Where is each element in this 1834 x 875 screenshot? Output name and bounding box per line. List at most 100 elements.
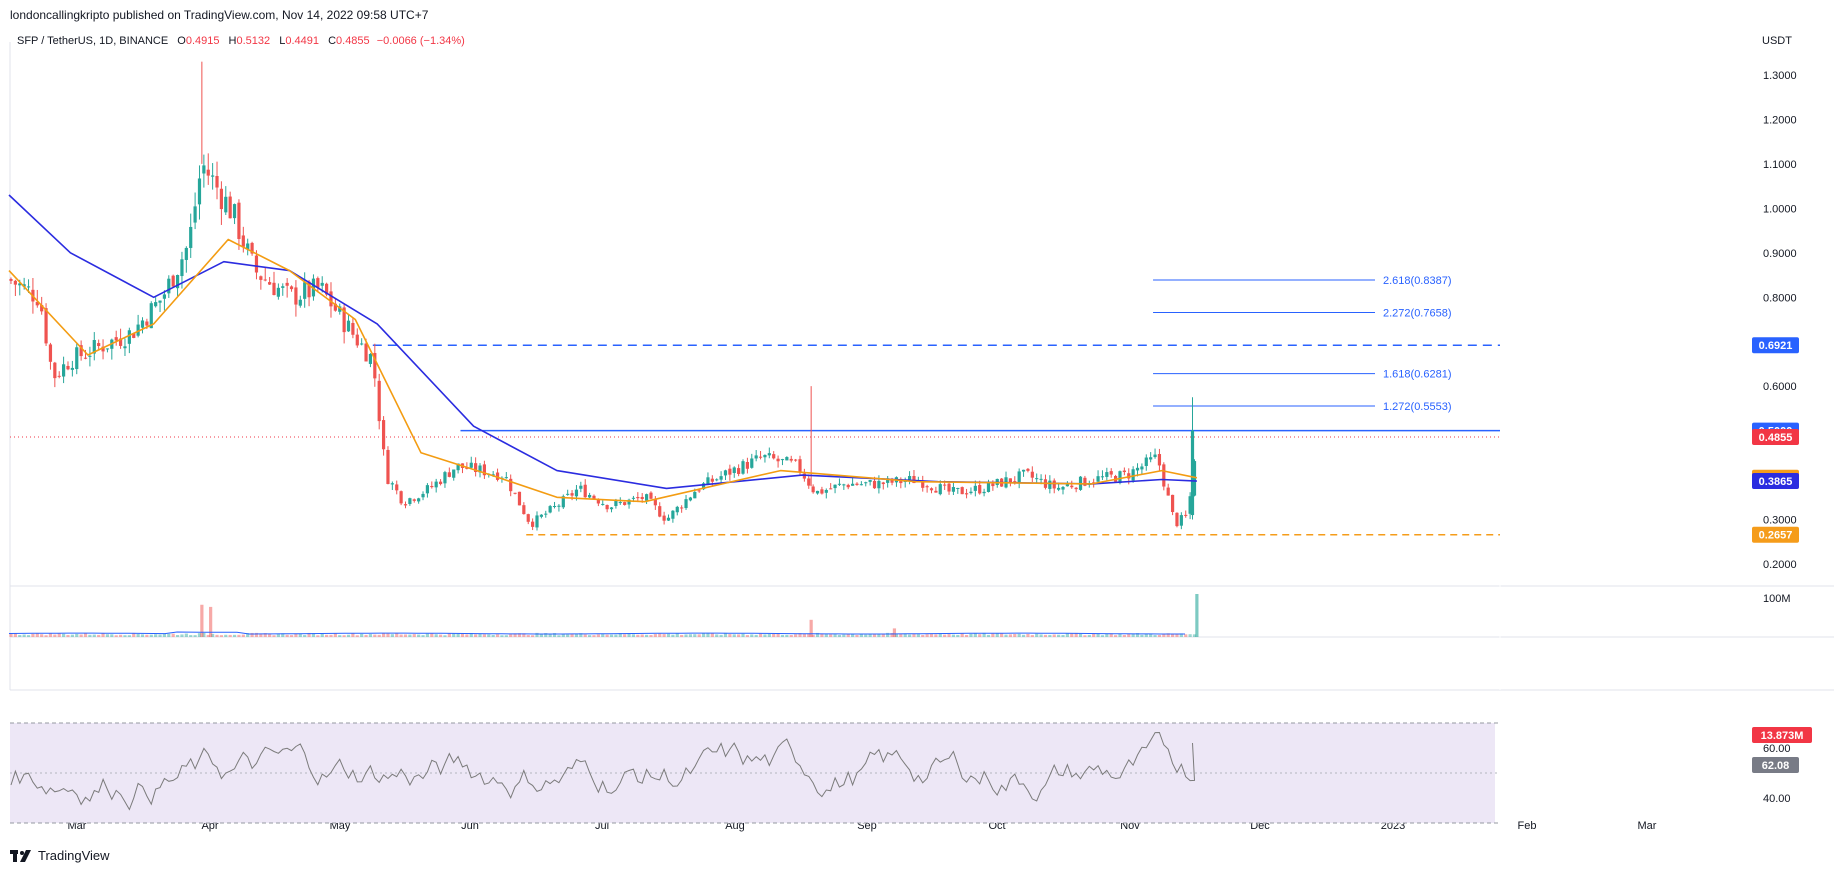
- y-tick-label: 1.0000: [1763, 203, 1797, 215]
- candle-body: [978, 484, 982, 494]
- candle-body: [815, 490, 820, 494]
- volume-bar: [912, 633, 916, 637]
- volume-bar: [57, 633, 61, 637]
- volume-bar: [601, 634, 605, 637]
- candle-body: [728, 468, 732, 475]
- volume-bar: [460, 633, 465, 637]
- volume-bar: [364, 634, 368, 637]
- volume-bar: [241, 634, 245, 637]
- volume-bar: [469, 632, 473, 637]
- volume-bar: [44, 635, 48, 637]
- volume-bar: [1153, 635, 1157, 637]
- price-tag: 0.6921: [1759, 340, 1793, 352]
- volume-bar: [447, 633, 451, 637]
- candle-body: [355, 334, 359, 346]
- candle-body: [97, 343, 101, 347]
- candle-body: [701, 483, 706, 490]
- candle-body: [346, 320, 351, 332]
- volume-bar: [351, 633, 355, 637]
- candle-body: [149, 303, 153, 329]
- candle-body: [53, 362, 57, 379]
- volume-bar: [1192, 634, 1197, 637]
- volume-bar: [561, 634, 565, 637]
- candle-body: [1184, 514, 1188, 516]
- candle-body: [851, 483, 855, 486]
- volume-bar: [412, 634, 416, 637]
- candle-body: [447, 472, 451, 477]
- candle-body: [377, 380, 381, 422]
- candle-body: [1052, 480, 1056, 489]
- volume-bar: [644, 634, 649, 637]
- volume-bar: [767, 634, 771, 637]
- fib-level-label: 1.272(0.5553): [1383, 401, 1452, 413]
- volume-bar: [688, 634, 693, 637]
- y-tick-label: 0.9000: [1763, 248, 1797, 260]
- footer-brand[interactable]: TradingView: [10, 848, 110, 863]
- volume-bar: [1000, 633, 1004, 637]
- rsi-band: [10, 723, 1495, 823]
- volume-bar: [381, 633, 386, 637]
- volume-bar: [211, 633, 215, 637]
- candle-body: [864, 482, 868, 484]
- candle-body: [303, 282, 307, 299]
- candle-body: [627, 499, 631, 505]
- volume-bar: [180, 634, 184, 637]
- volume-bar: [31, 633, 35, 637]
- candle-body: [474, 463, 478, 473]
- candle-body: [228, 196, 232, 219]
- volume-bar: [48, 633, 53, 637]
- volume-bar: [1114, 635, 1118, 637]
- volume-bar: [662, 634, 666, 637]
- volume-bar: [430, 633, 434, 637]
- candle-body: [723, 470, 728, 476]
- volume-bar: [794, 634, 798, 637]
- volume-bar: [1039, 634, 1043, 637]
- volume-bar: [877, 633, 881, 637]
- volume-bar: [97, 634, 101, 637]
- volume-bar: [443, 635, 447, 637]
- volume-bar: [706, 632, 710, 637]
- volume-bar: [772, 633, 776, 637]
- volume-bar: [145, 634, 149, 637]
- candle-body: [697, 490, 701, 492]
- volume-bar: [237, 634, 241, 637]
- volume-bar: [162, 633, 167, 637]
- volume-bar: [403, 634, 408, 637]
- volume-bar: [566, 634, 570, 637]
- volume-bar: [232, 634, 237, 637]
- candle-body: [154, 302, 158, 307]
- candle-body: [557, 505, 561, 507]
- rsi-tick-label: 60.00: [1763, 743, 1791, 755]
- volume-bar: [978, 634, 982, 637]
- candle-body: [18, 283, 22, 286]
- candle-body: [434, 481, 438, 488]
- candle-body: [745, 461, 749, 469]
- rsi-tag-bg: [1752, 757, 1799, 773]
- volume-bar: [140, 634, 145, 637]
- volume-bar: [491, 635, 495, 637]
- volume-bar: [627, 633, 631, 637]
- ema-slow-line: [8, 194, 1197, 490]
- volume-bar: [776, 633, 780, 637]
- volume-bar: [1026, 633, 1030, 637]
- volume-bar: [395, 633, 399, 637]
- volume-bar: [579, 633, 583, 637]
- volume-bar: [189, 635, 193, 637]
- candle-body: [360, 343, 364, 345]
- candle-body: [579, 485, 583, 489]
- volume-bar: [1157, 634, 1162, 637]
- candle-body: [688, 497, 693, 501]
- volume-bar: [325, 634, 329, 637]
- candle-body: [197, 178, 202, 205]
- candle-body: [618, 502, 622, 504]
- candle-body: [123, 346, 127, 349]
- volume-bar: [224, 634, 228, 637]
- volume-bar: [1008, 634, 1012, 637]
- candle-body: [1096, 476, 1100, 482]
- low-value: 0.4491: [285, 35, 319, 47]
- volume-bar: [478, 633, 482, 637]
- volume-bar: [250, 632, 254, 637]
- candle-body: [539, 514, 543, 517]
- volume-bar: [780, 634, 785, 637]
